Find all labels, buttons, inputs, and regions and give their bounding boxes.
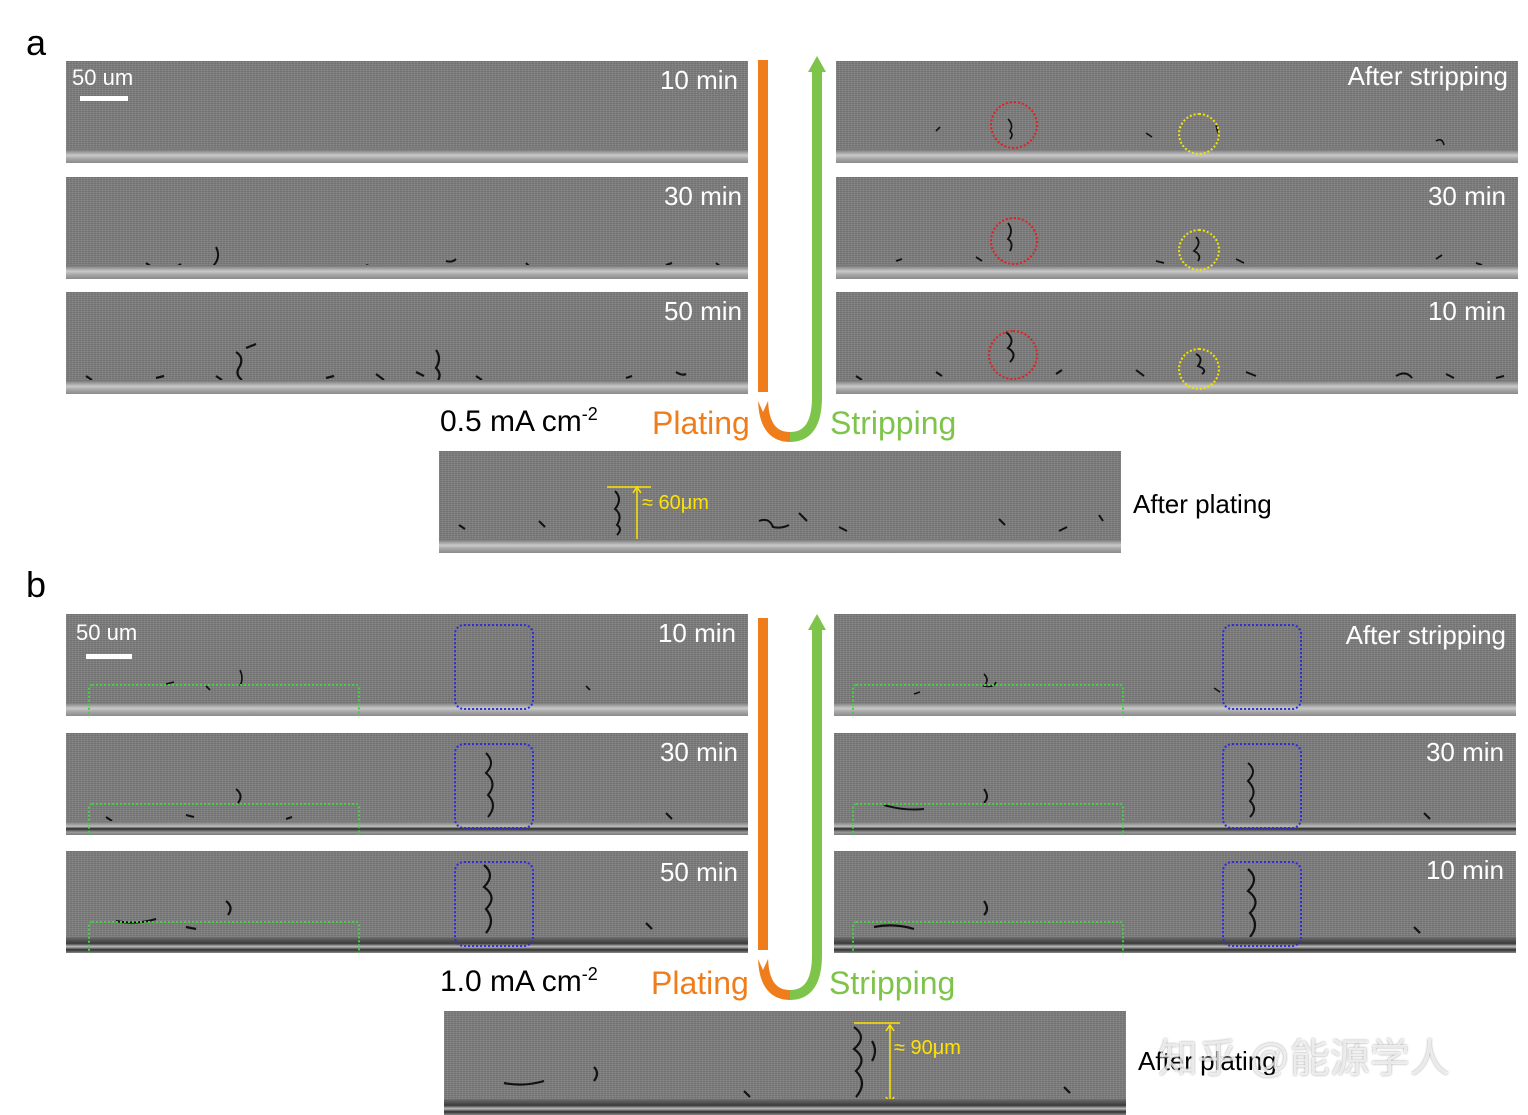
plating-stripping-u-arrow-a (754, 56, 826, 442)
scale-bar (80, 96, 128, 101)
green-box-marker (852, 803, 1124, 835)
electrode-base (444, 1099, 1126, 1115)
current-density-b: 1.0 mA cm-2 (440, 964, 598, 998)
time-label: 10 min (657, 618, 736, 648)
red-circle-marker (990, 217, 1038, 265)
electrode-base (836, 265, 1518, 279)
measure-label-a: ≈ 60μm (642, 492, 709, 514)
time-label: 10 min (1427, 296, 1506, 326)
time-label: 50 min (663, 296, 742, 326)
yellow-circle-marker (1178, 348, 1220, 390)
electrode-base (834, 821, 1516, 835)
electrode-base (66, 702, 748, 716)
panel-letter-a: a (26, 22, 47, 63)
yellow-circle-marker (1178, 229, 1220, 271)
micrograph-a-after-plating: ≈ 60μm (439, 451, 1121, 553)
time-label: 50 min (659, 857, 738, 887)
stripping-arrow-line (789, 630, 822, 1000)
green-box-marker (88, 803, 360, 835)
plating-arrow-line (758, 618, 791, 1000)
plating-arrow-line (758, 60, 791, 442)
time-label: 30 min (663, 181, 742, 211)
blue-box-marker (1222, 743, 1302, 829)
electrode-base (834, 702, 1516, 716)
current-density-a: 0.5 mA cm-2 (440, 404, 598, 438)
dendrite-texture (883, 762, 1431, 820)
electrode-base (66, 380, 748, 394)
electrode-base (836, 149, 1518, 163)
dendrite-texture (105, 752, 673, 822)
stripping-label-a: Stripping (830, 405, 957, 441)
panel-letter-b: b (26, 564, 47, 605)
dendrite-texture (873, 868, 1421, 938)
micrograph-b-stripping-30min: 30 min (834, 733, 1516, 835)
plating-arrowhead-icon (754, 392, 772, 412)
electrode-base (836, 380, 1518, 394)
scale-bar-label: 50 um (76, 620, 138, 645)
green-box-marker (88, 684, 360, 716)
micrograph-a-stripping-10min: 10 min (836, 292, 1518, 394)
green-box-marker (852, 684, 1124, 716)
time-label: 30 min (1425, 737, 1504, 767)
electrode-base (66, 149, 748, 163)
red-circle-marker (988, 330, 1038, 380)
time-label: 10 min (659, 65, 738, 95)
micrograph-a-stripping-30min: 30 min (836, 177, 1518, 279)
green-box-marker (88, 921, 360, 953)
micrograph-a-plating-10min: 50 um 10 min (66, 61, 748, 163)
blue-box-marker (1222, 624, 1302, 710)
stripping-arrow-line (789, 72, 822, 442)
time-label: 30 min (1427, 181, 1506, 211)
stripping-arrowhead-icon (808, 614, 826, 630)
time-label: After stripping (1347, 61, 1508, 91)
dendrite-texture (458, 485, 1104, 547)
micrograph-b-plating-50min: 50 min (66, 851, 748, 953)
electrode-base (66, 821, 748, 835)
red-circle-marker (990, 101, 1038, 149)
plating-label-b: Plating (651, 965, 749, 1001)
micrograph-b-stripping-10min: 10 min (834, 851, 1516, 953)
dendrite-texture (66, 61, 748, 163)
blue-box-marker (454, 743, 534, 829)
dendrite-texture (895, 222, 1483, 266)
plating-label-a: Plating (652, 405, 750, 441)
electrode-base (439, 539, 1121, 553)
micrograph-a-plating-50min: 50 min (66, 292, 748, 394)
plating-arrowhead-icon (754, 950, 772, 970)
plating-stripping-u-arrow-b (754, 614, 826, 1000)
micrograph-b-plating-10min: 50 um 10 min (66, 614, 748, 716)
scale-bar (86, 654, 132, 659)
after-plating-label-b: After plating (1138, 1046, 1277, 1076)
micrograph-b-stripping-after: After stripping (834, 614, 1516, 716)
blue-box-marker (1222, 861, 1302, 947)
micrograph-b-plating-30min: 30 min (66, 733, 748, 835)
scale-bar-label: 50 um (72, 65, 134, 90)
dendrite-texture (85, 342, 687, 381)
measure-label-b: ≈ 90μm (894, 1037, 961, 1059)
time-label: 30 min (659, 737, 738, 767)
electrode-base (834, 937, 1516, 953)
blue-box-marker (454, 624, 534, 710)
after-plating-label-a: After plating (1133, 489, 1272, 519)
watermark: 知乎 @能源学人 (1158, 1037, 1450, 1081)
stripping-arrowhead-icon (808, 56, 826, 72)
micrograph-a-stripping-after: After stripping (836, 61, 1518, 163)
time-label: 10 min (1425, 855, 1504, 885)
yellow-circle-marker (1178, 113, 1220, 155)
green-box-marker (852, 921, 1124, 953)
micrograph-a-plating-30min: 30 min (66, 177, 748, 279)
dendrite-texture (855, 331, 1505, 381)
stripping-label-b: Stripping (829, 965, 956, 1001)
dendrite-texture (145, 246, 722, 278)
electrode-base (66, 265, 748, 279)
micrograph-b-after-plating: ≈ 90μm (444, 1011, 1126, 1115)
time-label: After stripping (1345, 620, 1506, 650)
blue-box-marker (454, 861, 534, 947)
electrode-base (66, 937, 748, 953)
